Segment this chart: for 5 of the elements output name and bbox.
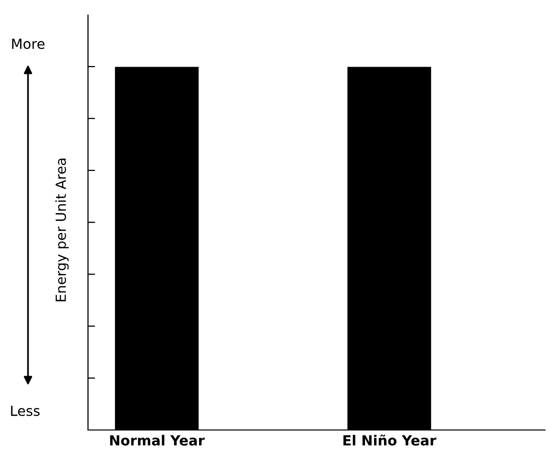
x-tick-label: Normal Year (110, 434, 205, 446)
y-axis-title: Energy per Unit Area (55, 158, 69, 302)
x-tick-label: El Niño Year (343, 434, 436, 446)
text: More (12, 38, 44, 50)
text: Less (11, 406, 40, 416)
